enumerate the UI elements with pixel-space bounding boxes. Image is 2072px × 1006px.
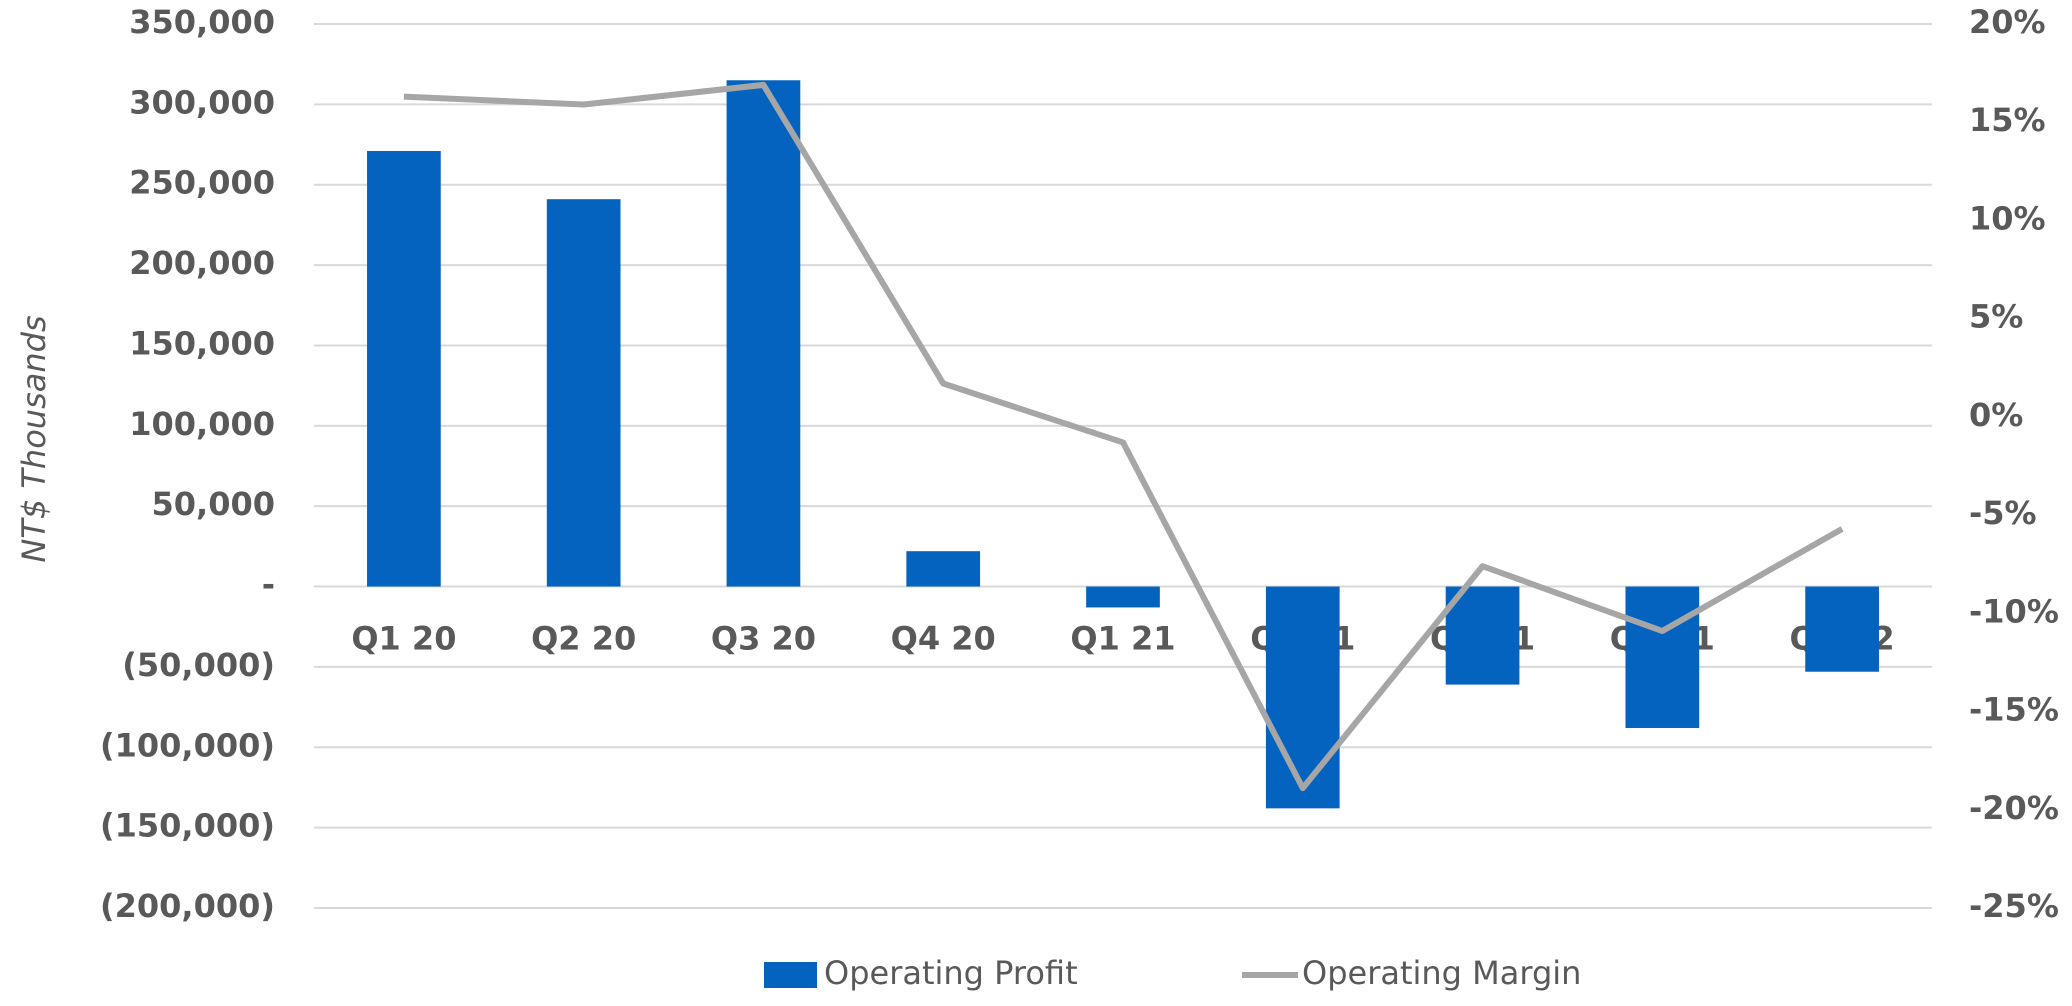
bar: [1625, 586, 1700, 728]
x-tick-label: Q4 20: [891, 620, 996, 658]
bar: [1805, 586, 1879, 672]
y2-tick-label: -20%: [1969, 789, 2059, 827]
y-axis-label: NT$ Thousands: [15, 315, 53, 562]
y-tick-label: (100,000): [100, 726, 275, 764]
y-tick-label: (150,000): [100, 807, 275, 845]
y-tick-label: 100,000: [129, 405, 275, 443]
y2-tick-label: -10%: [1969, 592, 2059, 630]
y-tick-label: -: [262, 566, 275, 604]
line: [403, 81, 1844, 792]
y2-tick-label: -25%: [1969, 887, 2059, 925]
y-tick-label: (200,000): [100, 887, 275, 925]
bar: [906, 551, 981, 587]
legend-swatch: [764, 962, 817, 988]
y2-tick-label: 20%: [1969, 3, 2046, 41]
y2-tick-label: 0%: [1969, 396, 2023, 434]
y-tick-label: 150,000: [129, 324, 275, 362]
y2-tick-label: 15%: [1969, 101, 2046, 139]
y2-tick-label: -5%: [1969, 494, 2037, 532]
y-tick-label: 250,000: [129, 164, 275, 202]
bar: [1086, 586, 1160, 608]
bar: [1445, 586, 1520, 685]
y-tick-label: 50,000: [152, 485, 275, 523]
x-tick-label: Q3 20: [711, 620, 816, 658]
y-tick-label: 200,000: [129, 244, 275, 282]
y2-tick-label: -15%: [1969, 691, 2059, 729]
legend-label: Operating Profit: [824, 954, 1078, 992]
x-tick-label: Q1 21: [1070, 620, 1175, 658]
bar: [726, 80, 801, 587]
x-tick-label: Q2 20: [531, 620, 636, 658]
bar: [546, 199, 621, 587]
y-tick-label: 350,000: [129, 3, 275, 41]
y2-tick-label: 5%: [1969, 298, 2023, 336]
y-tick-label: (50,000): [122, 646, 275, 684]
bar: [1265, 586, 1340, 809]
x-tick-label: Q1 20: [351, 620, 456, 658]
y2-tick-label: 10%: [1969, 199, 2046, 237]
y-tick-label: 300,000: [129, 83, 275, 121]
bar: [367, 150, 441, 587]
legend-label: Operating Margin: [1302, 954, 1581, 992]
